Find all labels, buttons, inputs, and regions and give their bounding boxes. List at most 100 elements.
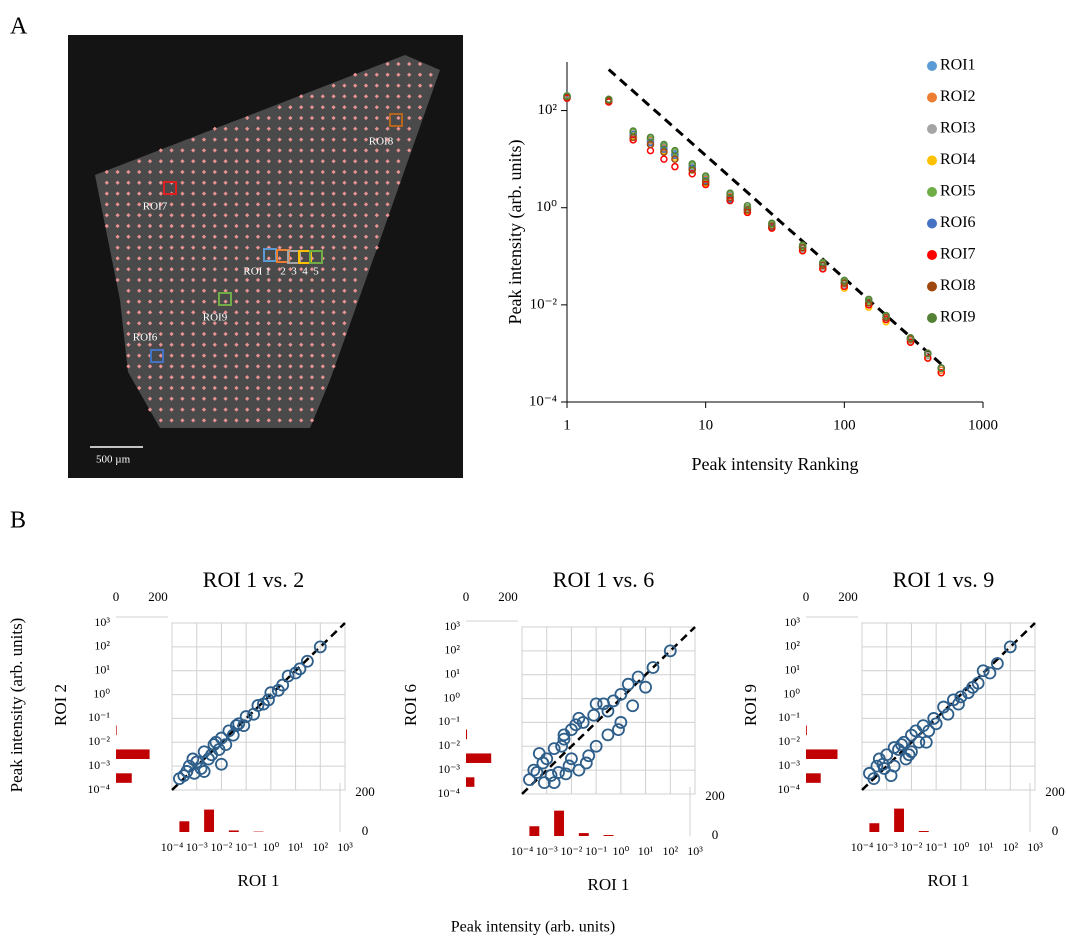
raster-spot [169,353,174,358]
raster-spot [201,213,207,218]
raster-spot [309,180,315,185]
raster-spot [223,375,228,380]
data-point [180,765,194,778]
raster-spot [234,418,239,423]
raster-spot [223,180,228,185]
raster-spot [223,267,228,272]
raster-spot [115,234,120,239]
data-point [937,369,946,377]
raster-spot [331,353,336,358]
raster-spot [309,418,315,423]
raster-spot [277,299,282,304]
raster-spot [191,364,196,369]
raster-spot [266,180,271,185]
x-tick-label: 10² [662,844,678,858]
raster-spot [255,375,261,380]
raster-spot [299,234,304,239]
raster-spot [374,180,379,185]
raster-spot [169,310,174,315]
data-point [947,693,960,707]
raster-spot [255,353,261,358]
raster-spot [320,385,325,391]
data-point [865,295,873,304]
raster-spot [201,364,207,369]
raster-spot [266,342,271,347]
raster-spot [299,169,304,175]
raster-spot [115,245,120,250]
raster-spot [169,364,174,369]
x-tick-label: 10⁻² [560,844,582,858]
raster-spot [201,277,207,283]
raster-spot [158,288,163,293]
hist-bar [806,725,807,736]
data-point [895,738,908,751]
raster-spot [158,223,163,229]
y-tick-label: 10⁰ [783,686,800,700]
raster-spot [353,202,358,207]
raster-spot [342,277,347,283]
raster-spot [191,321,196,326]
y-tick-label: 10⁻¹ [438,714,460,728]
raster-spot [191,310,196,315]
data-point [743,201,752,210]
raster-spot [363,191,369,196]
y-tick-label: 10⁻² [438,738,460,752]
raster-spot [266,418,271,423]
hist-tick-label: 0 [1052,823,1059,838]
raster-spot [212,148,217,153]
raster-spot [331,137,336,142]
data-point [247,707,260,721]
roi-box [389,113,403,127]
raster-spot [223,234,228,239]
data-point [660,148,668,156]
x-tick-label: 10³ [1027,840,1043,854]
raster-spot [147,191,153,196]
raster-spot [309,396,315,401]
raster-spot [180,288,185,293]
raster-spot [320,288,325,293]
roi-label: ROI 1 [243,266,270,278]
raster-spot [299,277,304,283]
raster-spot [309,310,315,315]
legend-label: ROI4 [940,151,976,168]
raster-spot [147,342,153,347]
raster-spot [212,202,217,207]
legend-marker [927,124,937,134]
data-point [547,742,561,755]
raster-spot [223,321,228,326]
raster-spot [191,202,196,207]
raster-spot [385,169,390,175]
raster-spot [158,396,163,401]
raster-spot [309,223,315,229]
raster-spot [266,364,271,369]
data-point [257,697,270,711]
raster-spot [342,234,347,239]
x-tick-label: 10⁻³ [536,844,558,858]
raster-spot [245,159,250,164]
raster-spot [234,137,239,142]
raster-spot [353,137,358,142]
raster-spot [331,288,336,293]
raster-spot [266,288,271,293]
raster-spot [299,288,304,293]
raster-spot [201,137,207,142]
raster-spot [201,267,207,272]
raster-spot [266,137,271,142]
raster-spot [137,159,142,164]
raster-spot [277,169,282,175]
raster-spot [255,245,261,250]
raster-spot [180,267,185,272]
raster-spot [385,137,390,142]
raster-spot [191,159,196,164]
raster-spot [234,159,239,164]
data-point [671,155,679,163]
raster-spot [180,342,185,347]
data-point [937,700,950,714]
raster-spot [320,148,325,153]
x-tick-label: 10⁻² [900,840,922,854]
raster-spot [331,256,336,261]
raster-spot [201,169,207,175]
raster-spot [309,299,315,304]
raster-spot [212,407,217,412]
y-tick-label: 10⁻³ [778,758,800,772]
